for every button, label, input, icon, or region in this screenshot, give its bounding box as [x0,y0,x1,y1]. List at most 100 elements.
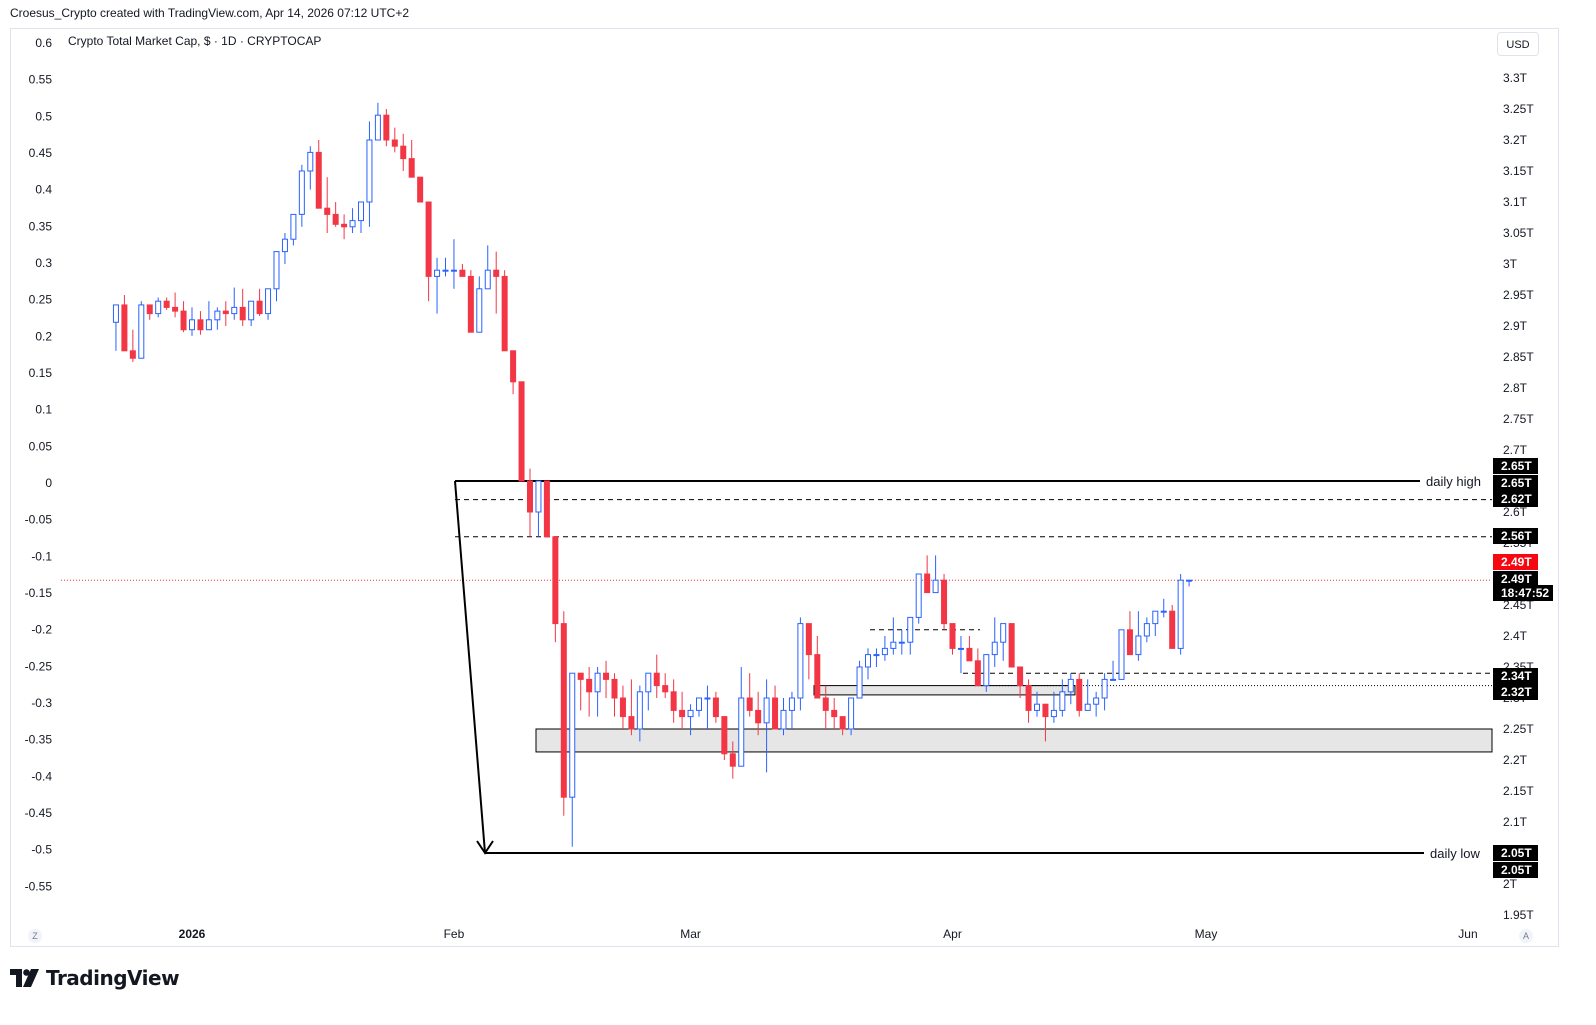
level-label-daily-high: daily high [1426,474,1481,489]
candle-body [797,623,804,699]
candle-body [138,304,145,359]
price-label-text: 18:47:52 [1501,586,1549,600]
candle-body [645,672,652,693]
corner-button-left[interactable]: Z [28,929,42,943]
right-axis-tick: 3.1T [1503,195,1528,209]
candle-body [594,672,601,693]
right-axis-tick: 2.1T [1503,815,1528,829]
left-axis-tick: 0.1 [35,403,52,417]
candle-body [932,579,939,594]
price-label-text: 2.62T [1501,492,1532,506]
candle-body [222,310,229,315]
x-axis-label: Mar [680,927,701,941]
corner-button-right[interactable]: A [1519,929,1533,943]
candle-body [898,641,905,644]
candle-body [1059,691,1066,711]
candle-body [890,641,897,649]
right-axis-tick: 2.2T [1503,753,1528,767]
candle-body [569,672,576,798]
left-axis-tick: 0.35 [29,219,53,233]
left-axis-tick: -0.25 [25,659,53,673]
candle-body [831,709,838,718]
candle-body [1042,703,1049,718]
candle-body [231,306,238,315]
left-axis-tick: -0.3 [31,696,52,710]
left-axis-tick: 0.55 [29,73,53,87]
candle-body [1076,678,1083,711]
price-label-box [1493,585,1553,601]
x-axis-label: Apr [943,927,962,941]
candle-body [417,176,424,203]
candle-body [501,275,508,352]
candle-body [653,672,660,687]
right-axis-tick: 3T [1503,257,1518,271]
candle-body [239,306,246,321]
candle-body [1169,610,1176,649]
candle-body [628,716,635,730]
candle-body [670,691,677,711]
candle-body [366,139,373,203]
chart-attribution: Croesus_Crypto created with TradingView.… [10,6,409,20]
currency-button[interactable]: USD [1497,32,1539,56]
candle-body [738,697,745,767]
left-axis-tick: 0.45 [29,146,53,160]
candle-body [349,220,356,228]
candle-body [459,269,466,277]
right-axis-tick: 3.15T [1503,164,1534,178]
right-axis-tick: 3.25T [1503,102,1534,116]
chart-frame [10,28,1559,947]
right-axis-tick: 2.6T [1503,505,1528,519]
price-label-text: 2.34T [1501,669,1532,683]
candle-body [205,319,212,331]
candle-body [712,697,719,718]
left-axis-tick: -0.45 [25,806,53,820]
price-label-text: 2.05T [1501,863,1532,877]
candle-body [273,251,280,290]
candle-body [172,306,179,312]
left-axis-tick: 0 [45,476,52,490]
candle-body [391,139,398,147]
candle-body [696,697,702,711]
candle-body [298,170,305,215]
candle-body [1160,610,1167,613]
right-axis-tick: 3.2T [1503,133,1528,147]
candle-body [307,151,314,172]
right-axis-tick: 2.8T [1503,381,1528,395]
left-axis-tick: -0.5 [31,843,52,857]
left-axis-tick: -0.05 [25,513,53,527]
price-label-box [1493,491,1538,507]
candle-body [746,697,753,711]
candle-body [687,709,694,718]
candle-body [341,223,348,228]
candle-body [1084,703,1091,711]
candle-body [1126,629,1133,656]
candle-body [155,300,162,315]
candle-body [265,288,272,315]
price-label-text: 2.49T [1501,572,1532,586]
x-axis-label: Feb [444,927,465,941]
candle-body [788,697,795,711]
candle-body [493,269,500,277]
right-axis-tick: 2T [1503,877,1518,891]
x-axis-label: 2026 [179,927,206,941]
candle-body [755,709,762,724]
symbol-legend[interactable]: Crypto Total Market Cap, $ · 1D · CRYPTO… [68,34,322,48]
candle-body [662,685,669,693]
candle-body [577,672,584,680]
right-axis-tick: 2.7T [1503,443,1528,457]
candle-body [679,709,686,718]
candle-body [949,623,956,649]
candle-body [1177,579,1184,649]
left-axis-tick: -0.4 [31,769,52,783]
candle-body [450,269,457,272]
right-axis-tick: 2.9T [1503,319,1528,333]
candle-body [865,654,871,668]
right-axis-tick: 2.95T [1503,288,1534,302]
candle-body [163,300,170,308]
right-axis-tick: 2.45T [1503,598,1534,612]
price-label-box [1493,571,1538,587]
candle-body [442,269,449,272]
support-zone-2 [535,728,1493,753]
candle-body [873,654,880,657]
